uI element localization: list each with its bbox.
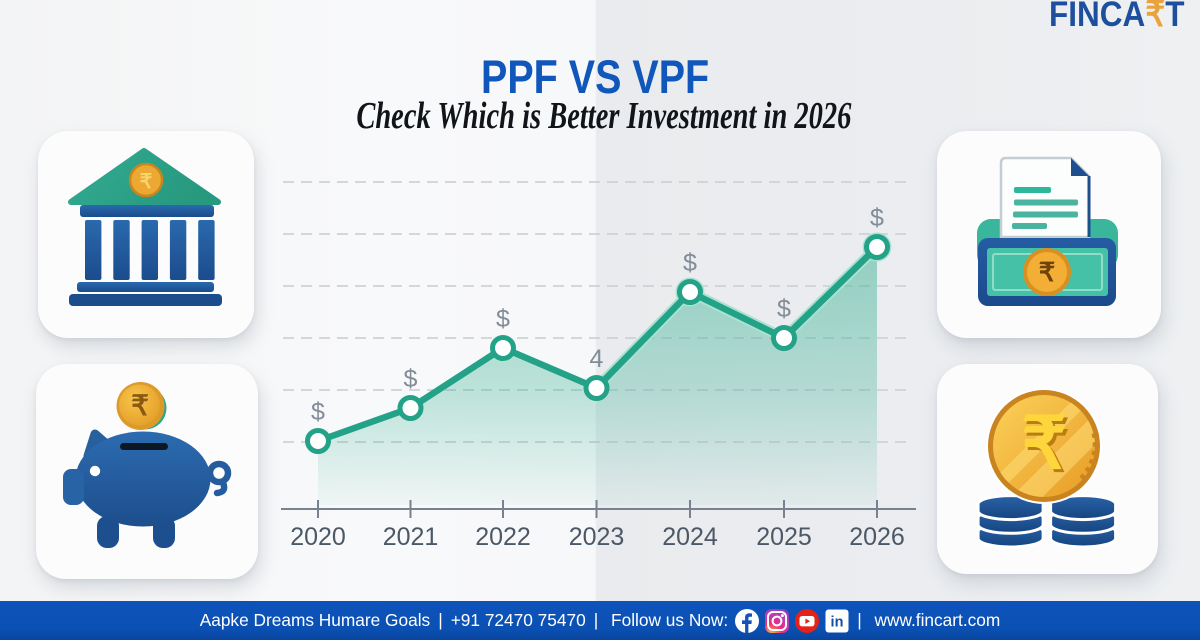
svg-text:$: $ [777,295,791,323]
svg-text:$: $ [496,305,510,333]
svg-text:2024: 2024 [662,523,718,551]
svg-text:₹: ₹ [131,390,149,421]
svg-text:$: $ [870,204,884,232]
svg-text:in: in [831,614,844,630]
svg-text:$: $ [404,365,418,393]
svg-text:₹: ₹ [1024,407,1070,487]
svg-text:2021: 2021 [383,523,439,551]
svg-text:4: 4 [590,345,604,373]
svg-text:2025: 2025 [756,523,812,551]
svg-text:2026: 2026 [849,523,905,551]
svg-text:₹: ₹ [140,171,153,193]
svg-text:₹: ₹ [1039,257,1056,287]
svg-text:2022: 2022 [475,523,531,551]
svg-text:2023: 2023 [569,523,625,551]
svg-text:$: $ [311,398,325,426]
svg-text:2020: 2020 [290,523,346,551]
svg-text:$: $ [683,249,697,277]
svg-text:₹: ₹ [1021,404,1067,484]
